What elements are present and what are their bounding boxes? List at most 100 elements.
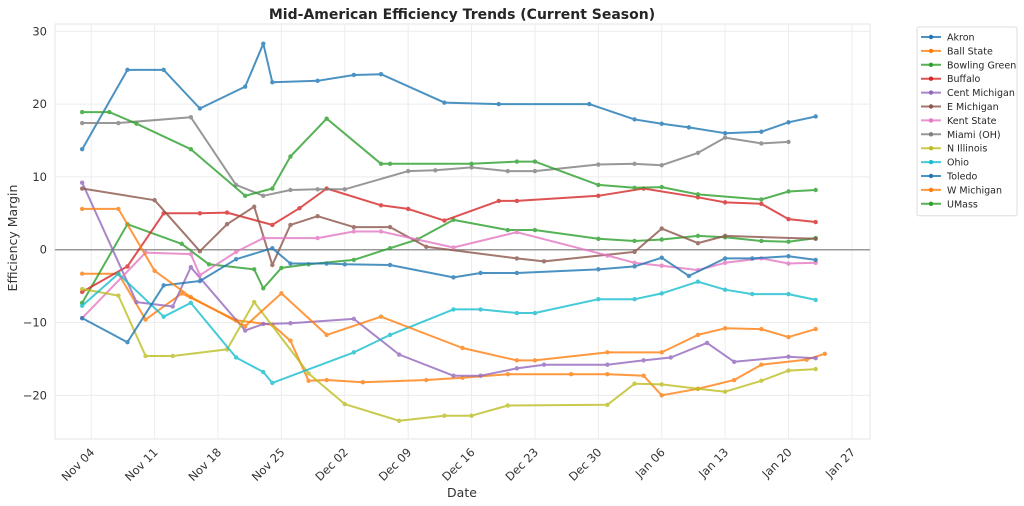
data-point-buffalo [405,206,411,212]
data-point-kent-state [351,229,357,234]
legend-label: Ohio [947,158,969,169]
data-point-toledo [750,256,755,261]
data-point-umass [695,192,701,197]
data-point-e-michigan [315,214,320,219]
legend-box [916,26,1018,217]
data-point-e-michigan [514,256,520,261]
legend-label: Cent Michigan [947,88,1015,99]
data-point-kent-state [261,235,266,241]
x-tick-label: Jan 13 [695,445,731,481]
legend-item-n-illinois: N Illinois [921,144,987,155]
legend-label: Buffalo [947,74,981,85]
data-point-ohio [750,291,755,297]
data-point-bowling-green [279,265,284,271]
data-point-n-illinois [306,371,311,376]
x-tick-label: Jan 06 [632,445,668,481]
legend-item-umass: UMass [921,199,978,210]
data-point-cent-michigan [605,362,610,367]
data-point-toledo [288,261,293,266]
data-point-buffalo [297,206,302,211]
data-point-e-michigan [351,224,357,230]
data-point-miami-oh [342,187,347,192]
legend-label: N Illinois [947,144,987,155]
data-point-akron [261,41,266,46]
data-point-bowling-green [351,257,357,263]
legend-item-ohio: Ohio [921,158,969,169]
data-point-umass [288,154,293,159]
data-point-kent-state [605,253,610,258]
y-axis-ticks: −20 −10 0 10 20 30 [23,24,47,402]
data-point-umass [659,184,664,190]
data-point-cent-michigan [541,362,547,367]
data-point-akron [197,106,203,111]
legend-label: UMass [947,199,978,210]
data-point-cent-michigan [351,316,357,322]
data-point-e-michigan [813,236,818,241]
legend-marker [928,132,934,137]
data-point-ball-state [324,377,329,383]
series-w-michigan [79,206,818,363]
data-point-ohio [813,297,818,303]
data-point-miami-oh [79,120,85,126]
legend-item-kent-state: Kent State [921,116,997,127]
data-point-n-illinois [396,418,402,423]
data-point-ohio [478,307,483,312]
data-point-umass [188,147,194,152]
data-point-cent-michigan [170,304,175,309]
data-point-e-michigan [387,224,393,230]
data-point-miami-oh [786,139,791,145]
data-point-n-illinois [722,389,728,394]
data-point-ohio [270,380,275,386]
data-point-cent-michigan [641,358,646,363]
data-point-akron [686,125,692,130]
data-point-w-michigan [378,314,384,319]
x-tick-label: Dec 02 [312,445,351,484]
data-point-ball-state [641,373,646,378]
legend-item-ball-state: Ball State [921,46,993,57]
data-point-buffalo [786,216,791,222]
series-buffalo [79,186,818,295]
data-point-kent-state [632,260,637,266]
y-axis-label: Efficiency Margin [5,185,20,292]
data-point-kent-state [188,251,194,257]
y-tick-label: 10 [32,170,47,184]
data-point-cent-michigan [79,180,85,185]
data-point-n-illinois [442,413,447,418]
data-point-w-michigan [460,345,465,351]
x-tick-label: Jan 20 [759,445,795,481]
x-tick-label: Nov 11 [122,445,161,484]
data-point-kent-state [197,272,203,278]
data-point-w-michigan [79,206,85,212]
legend-label: Akron [947,33,975,44]
data-point-cent-michigan [704,340,710,346]
data-point-cent-michigan [451,373,456,378]
data-point-w-michigan [514,358,520,363]
data-point-ball-state [731,377,737,383]
data-point-bowling-green [532,227,538,233]
data-point-e-michigan [152,197,157,203]
x-tick-label: Nov 25 [249,445,288,484]
data-point-toledo [451,275,456,280]
x-axis-label: Date [447,485,477,500]
data-point-umass [813,187,818,193]
data-point-akron [242,84,248,89]
data-point-ball-state [360,380,366,385]
data-point-w-michigan [116,206,121,212]
legend-item-akron: Akron [921,33,975,44]
data-point-ohio [514,310,520,316]
data-point-ball-state [568,372,574,377]
legend-label: Toledo [946,172,978,183]
legend-label: W Michigan [947,185,1002,196]
data-point-ohio [722,287,728,292]
data-point-w-michigan [242,323,248,329]
data-point-kent-state [451,245,456,250]
data-point-cent-michigan [514,366,520,371]
legend-item-toledo: Toledo [921,172,978,183]
legend-item-e-michigan: E Michigan [921,102,999,113]
data-point-cent-michigan [731,359,737,365]
data-point-w-michigan [722,326,728,331]
legend-label: Kent State [947,116,997,127]
data-point-w-michigan [324,332,329,338]
data-point-w-michigan [695,332,701,338]
series-line-umass [82,111,816,201]
